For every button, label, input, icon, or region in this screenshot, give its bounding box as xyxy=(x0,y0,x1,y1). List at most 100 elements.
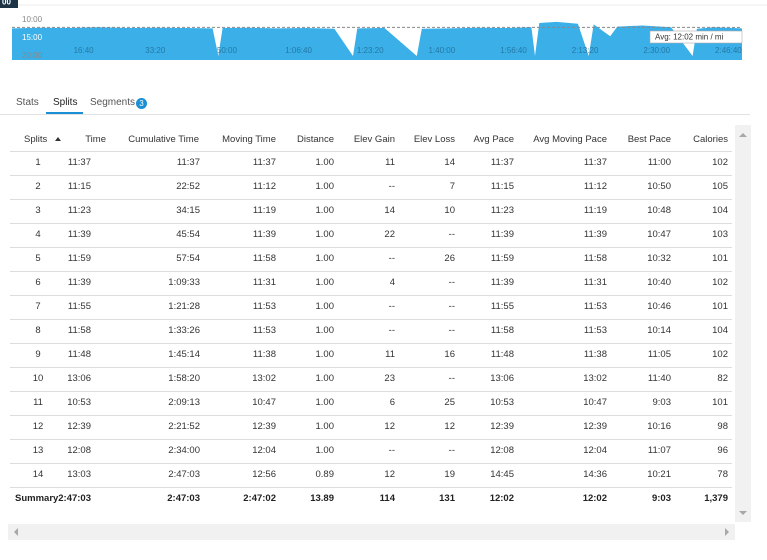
table-cell: 2:34:00 xyxy=(168,445,200,456)
table-cell: 9:03 xyxy=(652,397,672,408)
row-line xyxy=(10,439,732,440)
table-cell: 11:39 xyxy=(583,229,607,240)
table-cell: 78 xyxy=(717,469,728,480)
table-cell: 12:39 xyxy=(252,421,276,432)
column-header[interactable]: Distance xyxy=(297,134,334,145)
table-cell: 1.00 xyxy=(315,325,335,336)
split-number: 7 xyxy=(35,301,41,312)
table-cell: 25 xyxy=(444,397,455,408)
table-cell: -- xyxy=(388,445,395,456)
pace-chart: Avg: 12:02 min / mi 10:00 15:00 20:00 16:40 3… xyxy=(0,0,767,60)
table-cell: 12:04 xyxy=(252,445,276,456)
table-cell: 11:39 xyxy=(67,277,91,288)
pace-area xyxy=(12,21,742,60)
y-tick-label: 10:00 xyxy=(22,15,43,24)
table-cell: 11:37 xyxy=(176,157,200,168)
column-header[interactable]: Cumulative Time xyxy=(128,134,199,145)
table-cell: 13:06 xyxy=(490,373,514,384)
column-header[interactable]: Best Pace xyxy=(627,134,671,145)
x-tick-label: 1:06:40 xyxy=(285,46,312,55)
split-number: 4 xyxy=(35,229,41,240)
segments-tab[interactable]: Segments xyxy=(90,97,136,108)
table-cell: 22 xyxy=(384,229,395,240)
table-cell: 11:39 xyxy=(67,229,91,240)
row-line xyxy=(10,223,732,224)
table-cell: 45:54 xyxy=(176,229,200,240)
split-number: 9 xyxy=(35,349,41,360)
table-cell: 1.00 xyxy=(315,397,335,408)
table-cell: 98 xyxy=(717,421,728,432)
table-cell: 57:54 xyxy=(176,253,200,264)
column-header[interactable]: Avg Moving Pace xyxy=(533,134,607,145)
column-header[interactable]: Time xyxy=(85,134,106,145)
table-cell: 11:19 xyxy=(583,205,607,216)
table-cell: 11:12 xyxy=(252,181,276,192)
table-cell: -- xyxy=(448,277,455,288)
table-cell: 105 xyxy=(712,181,728,192)
table-cell: 11:00 xyxy=(647,157,671,168)
table-cell: 10:53 xyxy=(67,397,91,408)
table-cell: 12:39 xyxy=(583,421,607,432)
vertical-scrollbar[interactable] xyxy=(735,125,751,522)
summary-cell: 1,379 xyxy=(704,493,728,504)
column-header[interactable]: Moving Time xyxy=(222,134,276,145)
table-cell: 10:47 xyxy=(252,397,276,408)
x-tick-label: 33:20 xyxy=(145,46,166,55)
split-number: 1 xyxy=(35,157,41,168)
summary-cell: 12:02 xyxy=(489,493,514,504)
table-cell: 103 xyxy=(712,229,728,240)
table-cell: 101 xyxy=(712,301,728,312)
table-cell: 11:37 xyxy=(252,157,276,168)
column-header[interactable]: Avg Pace xyxy=(473,134,515,145)
table-cell: 12 xyxy=(444,421,455,432)
column-header[interactable]: Calories xyxy=(693,134,728,145)
table-cell: 16 xyxy=(444,349,455,360)
column-header[interactable]: Elev Loss xyxy=(413,134,455,145)
table-cell: 101 xyxy=(712,253,728,264)
table-cell: 11:37 xyxy=(490,157,514,168)
table-cell: 11:53 xyxy=(583,301,607,312)
table-cell: 11:19 xyxy=(252,205,276,216)
stats-tab[interactable]: Stats xyxy=(16,97,39,108)
table-cell: 96 xyxy=(717,445,728,456)
table-cell: 11:48 xyxy=(67,349,91,360)
horizontal-scrollbar[interactable] xyxy=(8,524,735,540)
table-cell: 11:39 xyxy=(490,277,514,288)
table-cell: 1.00 xyxy=(315,373,335,384)
x-tick-label: 2:30:00 xyxy=(643,46,670,55)
table-cell: 10 xyxy=(444,205,455,216)
table-cell: 13:02 xyxy=(583,373,607,384)
table-cell: 11:58 xyxy=(490,325,514,336)
row-line xyxy=(10,175,732,176)
average-label: Avg: 12:02 min / mi xyxy=(655,33,724,42)
table-cell: -- xyxy=(448,325,455,336)
table-cell: 23 xyxy=(384,373,395,384)
summary-cell: 9:03 xyxy=(651,493,671,504)
table-cell: 12:08 xyxy=(490,445,514,456)
table-cell: 11:59 xyxy=(490,253,514,264)
x-tick-label: 2:46:40 xyxy=(715,46,742,55)
table-cell: 102 xyxy=(712,277,728,288)
x-tick-label: 1:23:20 xyxy=(357,46,384,55)
table-cell: 102 xyxy=(712,157,728,168)
split-number: 8 xyxy=(35,325,41,336)
split-number: 12 xyxy=(32,421,44,432)
column-header[interactable]: Splits xyxy=(24,134,48,145)
sort-icon xyxy=(55,137,61,141)
table-cell: 1.00 xyxy=(315,181,335,192)
split-number: 13 xyxy=(32,445,44,456)
table-cell: 11 xyxy=(385,349,395,360)
column-header[interactable]: Elev Gain xyxy=(353,134,395,145)
table-cell: 1.00 xyxy=(315,349,335,360)
splits-tab[interactable]: Splits xyxy=(53,97,78,108)
table-cell: 1:58:20 xyxy=(168,373,200,384)
table-cell: 11:59 xyxy=(67,253,91,264)
table-cell: -- xyxy=(448,229,455,240)
x-tick-label: 50:00 xyxy=(217,46,238,55)
table-cell: 1.00 xyxy=(315,277,335,288)
table-cell: 11:37 xyxy=(583,157,607,168)
table-cell: 11:53 xyxy=(252,301,276,312)
summary-cell: 12:02 xyxy=(582,493,607,504)
table-cell: 10:32 xyxy=(647,253,671,264)
table-cell: 12:56 xyxy=(252,469,276,480)
